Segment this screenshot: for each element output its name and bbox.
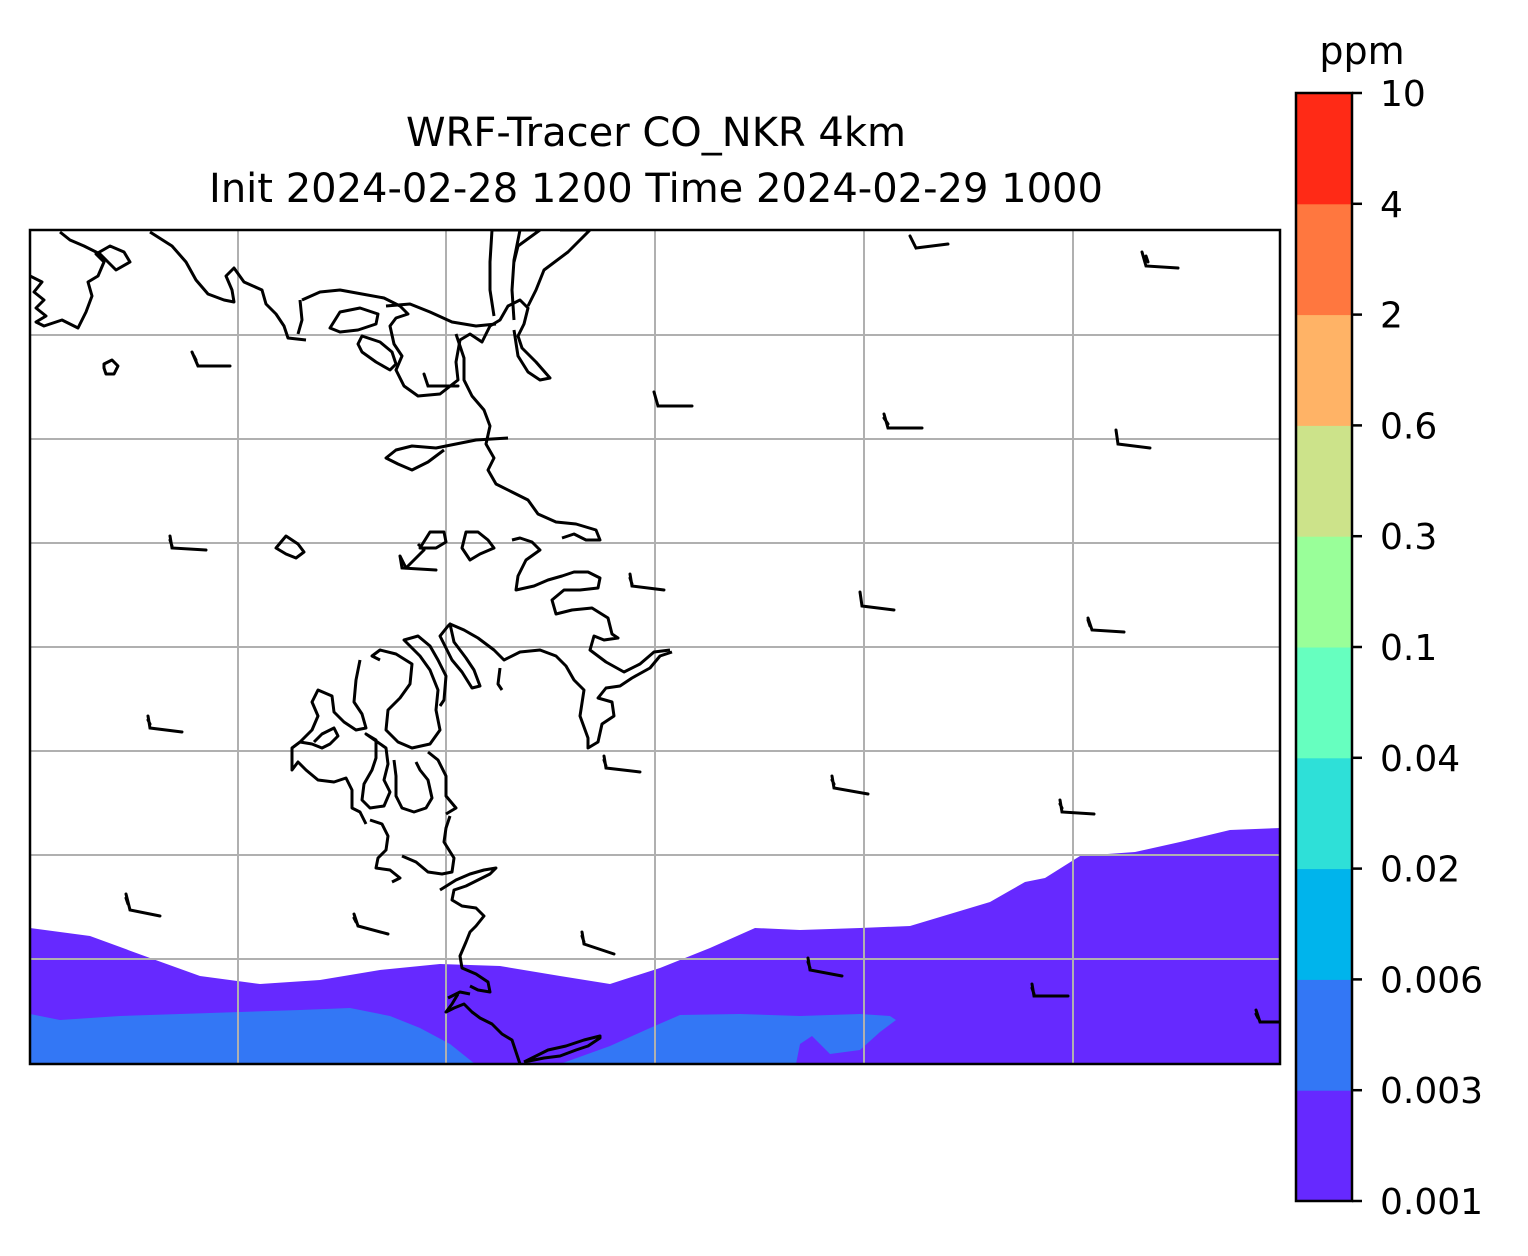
wind-barb [602, 754, 642, 774]
title-line-1: WRF-Tracer CO_NKR 4km [405, 110, 907, 156]
wind-barb [806, 956, 844, 978]
colorbar-segments [1296, 93, 1352, 1202]
wind-barb [168, 534, 208, 552]
colorbar-segment [1296, 314, 1352, 426]
wind-barb [1086, 616, 1126, 634]
wind-barb [422, 372, 460, 388]
wind-barb [882, 412, 924, 430]
colorbar-segment [1296, 868, 1352, 980]
wind-barb [830, 774, 870, 796]
wind-barb [398, 554, 438, 572]
colorbar-segment [1296, 93, 1352, 205]
wind-barb [580, 930, 616, 956]
wind-barb [1030, 982, 1070, 998]
colorbar-segment [1296, 979, 1352, 1091]
wind-barb [858, 590, 896, 612]
wind-barb [908, 234, 950, 250]
colorbar-tick-label: 2 [1380, 296, 1403, 337]
colorbar-tick-label: 0.04 [1380, 739, 1460, 780]
colorbar-tick-label: 0.003 [1380, 1071, 1483, 1112]
wind-barb [1140, 250, 1180, 270]
colorbar-tick-label: 0.3 [1380, 517, 1437, 558]
colorbar-tick-label: 0.6 [1380, 406, 1437, 447]
colorbar-tick-label: 0.001 [1380, 1182, 1483, 1223]
colorbar-segment [1296, 425, 1352, 537]
wind-barb [1114, 428, 1152, 450]
wind-barb [124, 892, 162, 918]
colorbar-segment [1296, 757, 1352, 870]
wind-barb [628, 572, 666, 592]
colorbar-segment [1296, 536, 1352, 648]
colorbar-tick-label: 0.02 [1380, 850, 1460, 891]
wind-barb [146, 714, 184, 734]
wind-barb [1058, 798, 1096, 816]
wind-barbs [124, 234, 1280, 1024]
title-line-2: Init 2024-02-28 1200 Time 2024-02-29 100… [209, 166, 1103, 212]
wind-barb [652, 390, 694, 408]
concentration-band-0003 [30, 1008, 475, 1064]
colorbar-unit: ppm [1319, 29, 1404, 73]
concentration-band-0003-east [560, 1014, 896, 1064]
colorbar-segment [1296, 1090, 1352, 1202]
concentration-band-0001 [30, 828, 1280, 1064]
colorbar-tick-label: 4 [1380, 185, 1403, 226]
colorbar-tick-label: 10 [1380, 74, 1426, 115]
colorbar-segment [1296, 647, 1352, 759]
wind-barb [1254, 1008, 1280, 1024]
wind-barb [190, 350, 232, 368]
colorbar-ticks: 0.001 0.003 0.006 0.02 0.04 0.1 0.3 0.6 2 4 10 [1352, 74, 1483, 1223]
coastlines [30, 230, 673, 1064]
wind-barb [352, 912, 390, 936]
map-frame [28, 228, 1282, 1066]
colorbar-tick-label: 0.1 [1380, 628, 1437, 669]
colorbar-tick-label: 0.006 [1380, 960, 1483, 1001]
colorbar-segment [1296, 203, 1352, 316]
plot-title: WRF-Tracer CO_NKR 4km Init 2024-02-28 12… [30, 105, 1282, 217]
